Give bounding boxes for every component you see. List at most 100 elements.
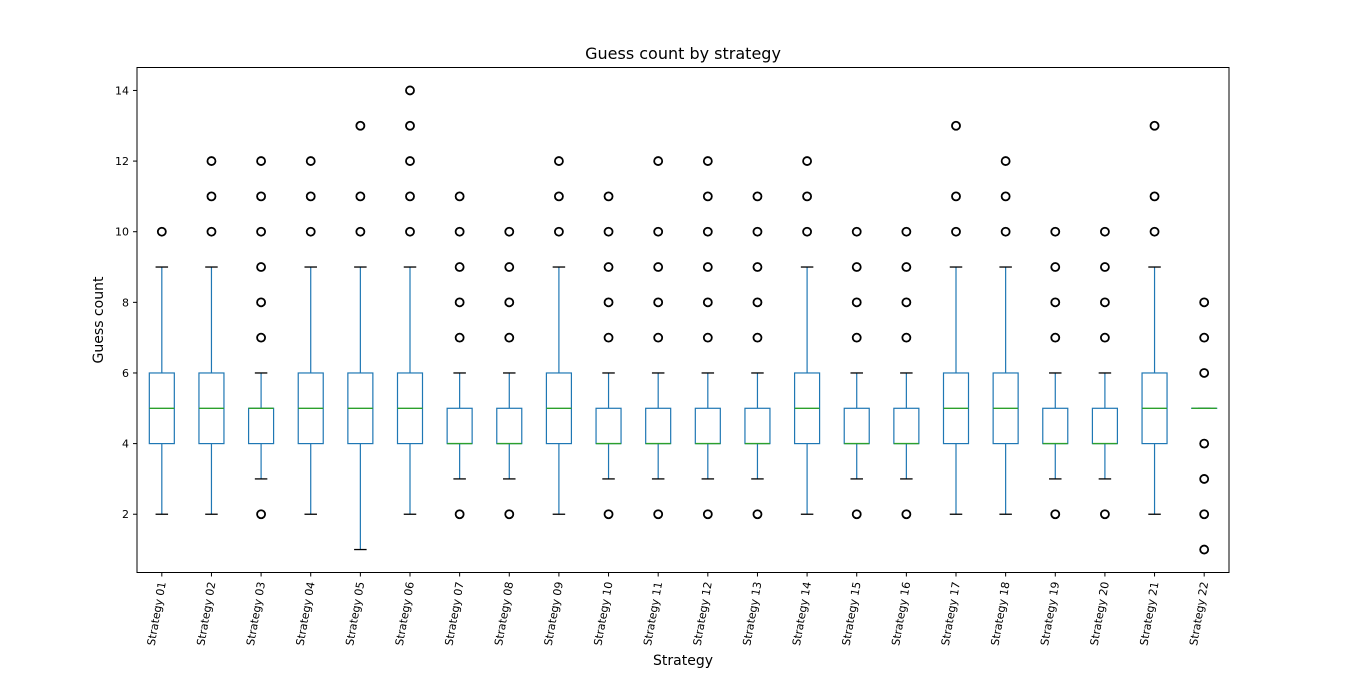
outlier-point	[454, 297, 465, 308]
outlier-point	[653, 156, 664, 166]
y-tick-label: 8	[122, 296, 129, 309]
box-16	[893, 226, 920, 520]
outlier-point	[1100, 262, 1110, 272]
y-axis-label: Guess count	[91, 276, 107, 363]
outlier-point	[802, 226, 812, 237]
outlier-point	[951, 120, 961, 131]
outlier-point	[554, 226, 564, 237]
outlier-point	[901, 226, 912, 237]
outlier-point	[405, 156, 415, 166]
outlier-point	[454, 262, 465, 272]
iqr-box	[645, 407, 672, 445]
outlier-point	[702, 297, 713, 308]
box-5	[347, 120, 374, 551]
outlier-point	[1149, 226, 1160, 237]
outlier-point	[603, 509, 614, 520]
outlier-point	[256, 226, 266, 237]
outlier-point	[256, 509, 266, 520]
x-tick-label: Strategy 09	[542, 581, 566, 647]
outlier-point	[405, 85, 415, 96]
x-tick-label: Strategy 22	[1187, 581, 1211, 647]
box-22	[1191, 297, 1218, 555]
outlier-point	[504, 262, 515, 272]
box-12	[694, 156, 721, 520]
outlier-point	[702, 509, 713, 520]
iqr-box	[744, 407, 771, 445]
outlier-point	[256, 156, 266, 166]
box-19	[1042, 226, 1069, 520]
x-tick-label: Strategy 16	[889, 581, 913, 647]
box-2	[198, 156, 225, 515]
outlier-point	[1050, 509, 1061, 520]
outlier-point	[1199, 368, 1210, 378]
outlier-point	[355, 191, 366, 202]
box-21	[1141, 120, 1168, 515]
outlier-point	[554, 191, 564, 202]
outlier-point	[256, 262, 266, 272]
y-tick-label: 2	[122, 508, 129, 521]
outlier-point	[653, 509, 664, 520]
iqr-box	[843, 407, 870, 445]
chart-title: Guess count by strategy	[585, 44, 781, 63]
outlier-point	[405, 120, 415, 131]
outlier-point	[1050, 297, 1061, 308]
outlier-point	[1199, 438, 1210, 449]
outlier-point	[653, 226, 664, 237]
outlier-point	[702, 226, 713, 237]
outlier-point	[951, 226, 961, 237]
iqr-box	[595, 407, 622, 445]
outlier-point	[1199, 297, 1210, 308]
iqr-box	[446, 407, 473, 445]
x-tick-label: Strategy 08	[492, 581, 516, 647]
outlier-point	[454, 226, 465, 237]
outlier-point	[206, 191, 217, 202]
outlier-point	[752, 297, 763, 308]
box-4	[297, 156, 324, 515]
box-7	[446, 191, 473, 520]
outlier-point	[1199, 509, 1210, 520]
x-tick-label: Strategy 10	[591, 581, 615, 647]
x-axis-label: Strategy	[653, 653, 713, 669]
outlier-point	[1000, 226, 1011, 237]
outlier-point	[1149, 191, 1160, 202]
outlier-point	[901, 509, 912, 520]
iqr-box	[694, 407, 721, 445]
x-tick-label: Strategy 12	[691, 581, 715, 647]
plot-frame	[136, 67, 1230, 573]
outlier-point	[702, 332, 713, 343]
box-8	[496, 226, 523, 520]
outlier-point	[1149, 120, 1160, 131]
iqr-box	[496, 407, 523, 445]
outlier-point	[752, 262, 763, 272]
outlier-point	[752, 332, 763, 343]
outlier-point	[256, 332, 266, 343]
outlier-point	[702, 156, 713, 166]
outlier-point	[1050, 332, 1061, 343]
outlier-point	[951, 191, 961, 202]
box-17	[942, 120, 970, 515]
box-9	[545, 156, 573, 515]
outlier-point	[653, 297, 664, 308]
plot-area: 2 4 6 8 10 12 14 Strategy 01 Strategy 02 Strategy…	[115, 84, 1218, 647]
box-14	[793, 156, 821, 515]
outlier-point	[504, 226, 515, 237]
outlier-point	[405, 226, 415, 237]
outlier-point	[355, 120, 366, 131]
y-tick-label: 4	[122, 438, 129, 451]
outlier-point	[1100, 509, 1110, 520]
x-tick-label: Strategy 17	[939, 581, 963, 647]
outlier-point	[851, 262, 862, 272]
outlier-point	[702, 262, 713, 272]
iqr-box	[1042, 407, 1069, 445]
outlier-point	[603, 226, 614, 237]
outlier-point	[851, 297, 862, 308]
x-tick-label: Strategy 19	[1038, 581, 1062, 647]
outlier-point	[504, 332, 515, 343]
y-tick-label: 10	[115, 226, 129, 239]
outlier-point	[702, 191, 713, 202]
box-15	[843, 226, 870, 520]
outlier-point	[554, 156, 564, 166]
outlier-point	[653, 332, 664, 343]
y-tick-label: 14	[115, 84, 129, 97]
